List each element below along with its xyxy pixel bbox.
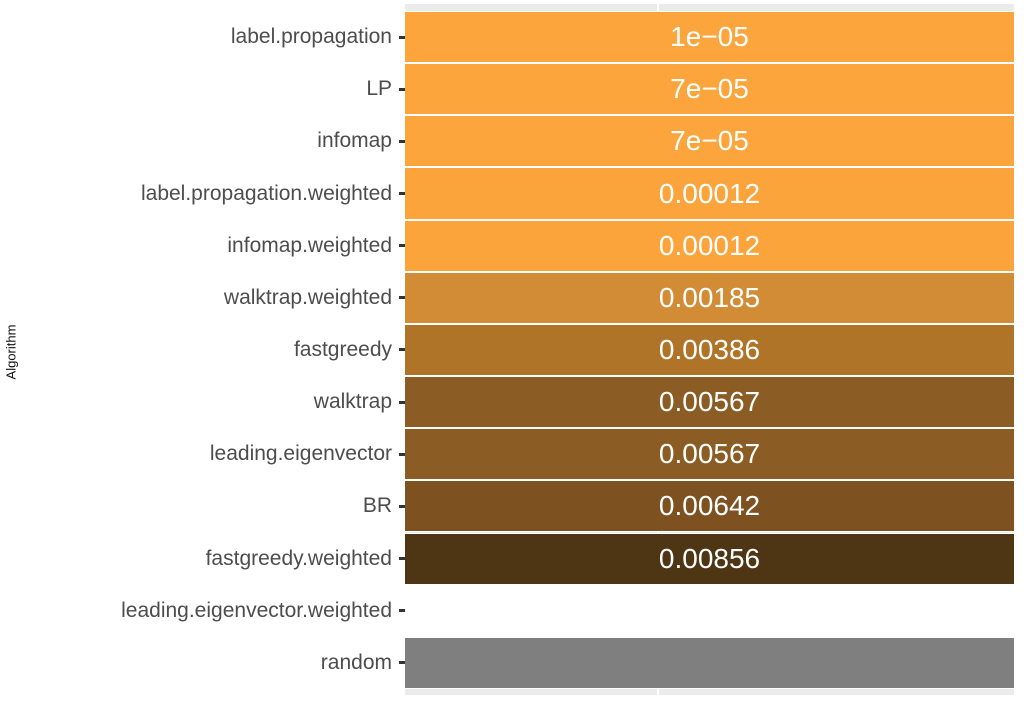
bar-value-label: 7e−05 — [670, 73, 749, 105]
y-tick-label: infomap — [317, 129, 392, 153]
bar-value-label: 0.00567 — [658, 386, 761, 418]
y-tick-label: random — [320, 650, 392, 674]
y-tick-mark — [399, 661, 405, 665]
heatmap-tile: 0.00012 — [405, 219, 1014, 272]
heatmap-tile — [405, 636, 1014, 689]
y-tick-label: fastgreedy.weighted — [205, 546, 392, 570]
y-tick-label: label.propagation.weighted — [140, 181, 392, 205]
bar-value-label: 7e−05 — [670, 125, 749, 157]
bar-value-label — [405, 638, 1014, 688]
heatmap-tile: 0.00856 — [405, 532, 1014, 585]
heatmap-tile: 0.00567 — [405, 376, 1014, 429]
heatmap-tile: 0.00642 — [405, 480, 1014, 533]
y-tick-mark — [399, 557, 405, 561]
bar-value-label: 0.00386 — [658, 333, 761, 365]
bar-value-label: 0.00185 — [658, 281, 761, 313]
y-tick-label: infomap.weighted — [227, 233, 392, 257]
y-tick-label: label.propagation — [230, 25, 392, 49]
y-tick-mark — [399, 504, 405, 508]
heatmap-tile: 0.00386 — [405, 323, 1014, 377]
heatmap-tile: 7e−05 — [405, 63, 1014, 116]
y-tick-mark — [399, 35, 405, 39]
heatmap-tile: 7e−05 — [405, 115, 1014, 168]
y-tick-label: walktrap.weighted — [223, 285, 392, 309]
bar-value-label: 0.00012 — [658, 229, 761, 261]
y-tick-label: fastgreedy — [293, 337, 392, 361]
heatmap-tile: 1e−05 — [405, 11, 1014, 64]
y-tick-mark — [399, 87, 405, 91]
y-tick-mark — [399, 139, 405, 143]
y-tick-mark — [399, 296, 405, 300]
bar-value-label: 1e−05 — [670, 21, 749, 53]
y-tick-label: leading.eigenvector.weighted — [121, 598, 392, 622]
heatmap-tile: 0.00567 — [405, 428, 1014, 481]
y-tick-label: leading.eigenvector — [209, 442, 392, 466]
bar-value-label: 0.00012 — [658, 177, 761, 209]
y-tick-mark — [399, 192, 405, 196]
plot-panel: 1e−05 7e−05 7e−05 0.00012 0.00012 0.00185 0.00… — [405, 4, 1014, 695]
bar-value-label — [405, 586, 1014, 636]
bar-value-label: 0.00856 — [658, 542, 761, 574]
y-tick-label: BR — [362, 494, 392, 518]
bar-value-label: 0.00567 — [658, 438, 761, 470]
y-tick-mark — [399, 452, 405, 456]
y-tick-label: LP — [366, 77, 392, 101]
heatmap-tile — [405, 584, 1014, 637]
y-tick-mark — [399, 609, 405, 613]
y-tick-mark — [399, 244, 405, 248]
heatmap-tile: 0.00185 — [405, 271, 1014, 324]
heatmap-tile: 0.00012 — [405, 167, 1014, 220]
y-tick-mark — [399, 400, 405, 404]
bar-value-label: 0.00642 — [658, 490, 761, 522]
y-tick-label: walktrap — [313, 390, 392, 414]
y-tick-mark — [399, 348, 405, 352]
y-axis-title: Algorithm — [3, 324, 19, 380]
